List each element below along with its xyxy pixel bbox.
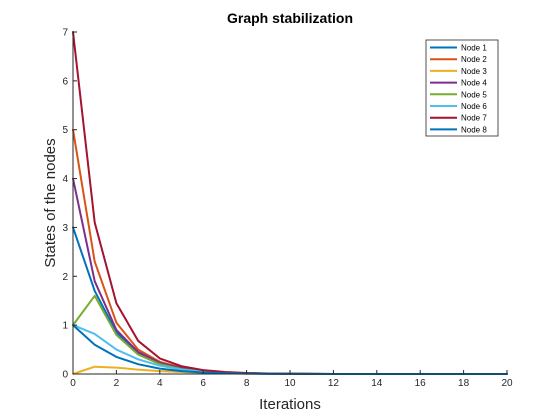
y-tick-label: 3 [62, 223, 68, 234]
legend-label: Node 6 [461, 102, 487, 111]
x-tick-label: 14 [371, 378, 383, 389]
legend-box [425, 39, 499, 137]
series-line-node-2 [72, 128, 508, 375]
x-tick-label: 18 [458, 378, 470, 389]
y-tick-label: 2 [62, 272, 68, 283]
chart-title: Graph stabilization [227, 10, 353, 26]
x-tick-label: 6 [200, 378, 206, 389]
x-tick-label: 20 [501, 378, 513, 389]
x-tick-label: 16 [415, 378, 427, 389]
x-axis-title: Iterations [259, 396, 321, 413]
legend-label: Node 3 [461, 67, 487, 76]
x-tick-label: 0 [70, 378, 76, 389]
legend-label: Node 5 [461, 90, 487, 99]
y-tick-label: 4 [62, 174, 68, 185]
legend-label: Node 1 [461, 44, 487, 53]
x-tick-label: 2 [114, 378, 120, 389]
legend-label: Node 4 [461, 79, 487, 88]
series-line-node-4 [72, 177, 508, 375]
legend-label: Node 2 [461, 55, 487, 64]
series-line-node-5 [72, 294, 508, 375]
y-tick-label: 1 [62, 321, 68, 332]
x-tick-label: 10 [284, 378, 296, 389]
legend: Node 1 Node 2 Node 3 Node 4 Node 5 Node 6 Node… [425, 39, 499, 137]
legend-label: Node 7 [461, 114, 487, 123]
y-axis-title: States of the nodes [42, 138, 59, 267]
y-tick-label: 5 [62, 125, 68, 136]
y-tick-label: 0 [62, 370, 68, 381]
legend-label: Node 8 [461, 125, 487, 134]
x-tick-label: 12 [328, 378, 340, 389]
x-tick-label: 4 [157, 378, 163, 389]
y-tick-label: 7 [62, 28, 68, 39]
y-tick-label: 6 [62, 76, 68, 87]
y-ticks: 0 1 2 3 4 5 6 7 [62, 28, 77, 381]
x-ticks: 0 2 4 6 8 10 12 14 16 18 20 [70, 370, 513, 389]
x-tick-label: 8 [244, 378, 250, 389]
